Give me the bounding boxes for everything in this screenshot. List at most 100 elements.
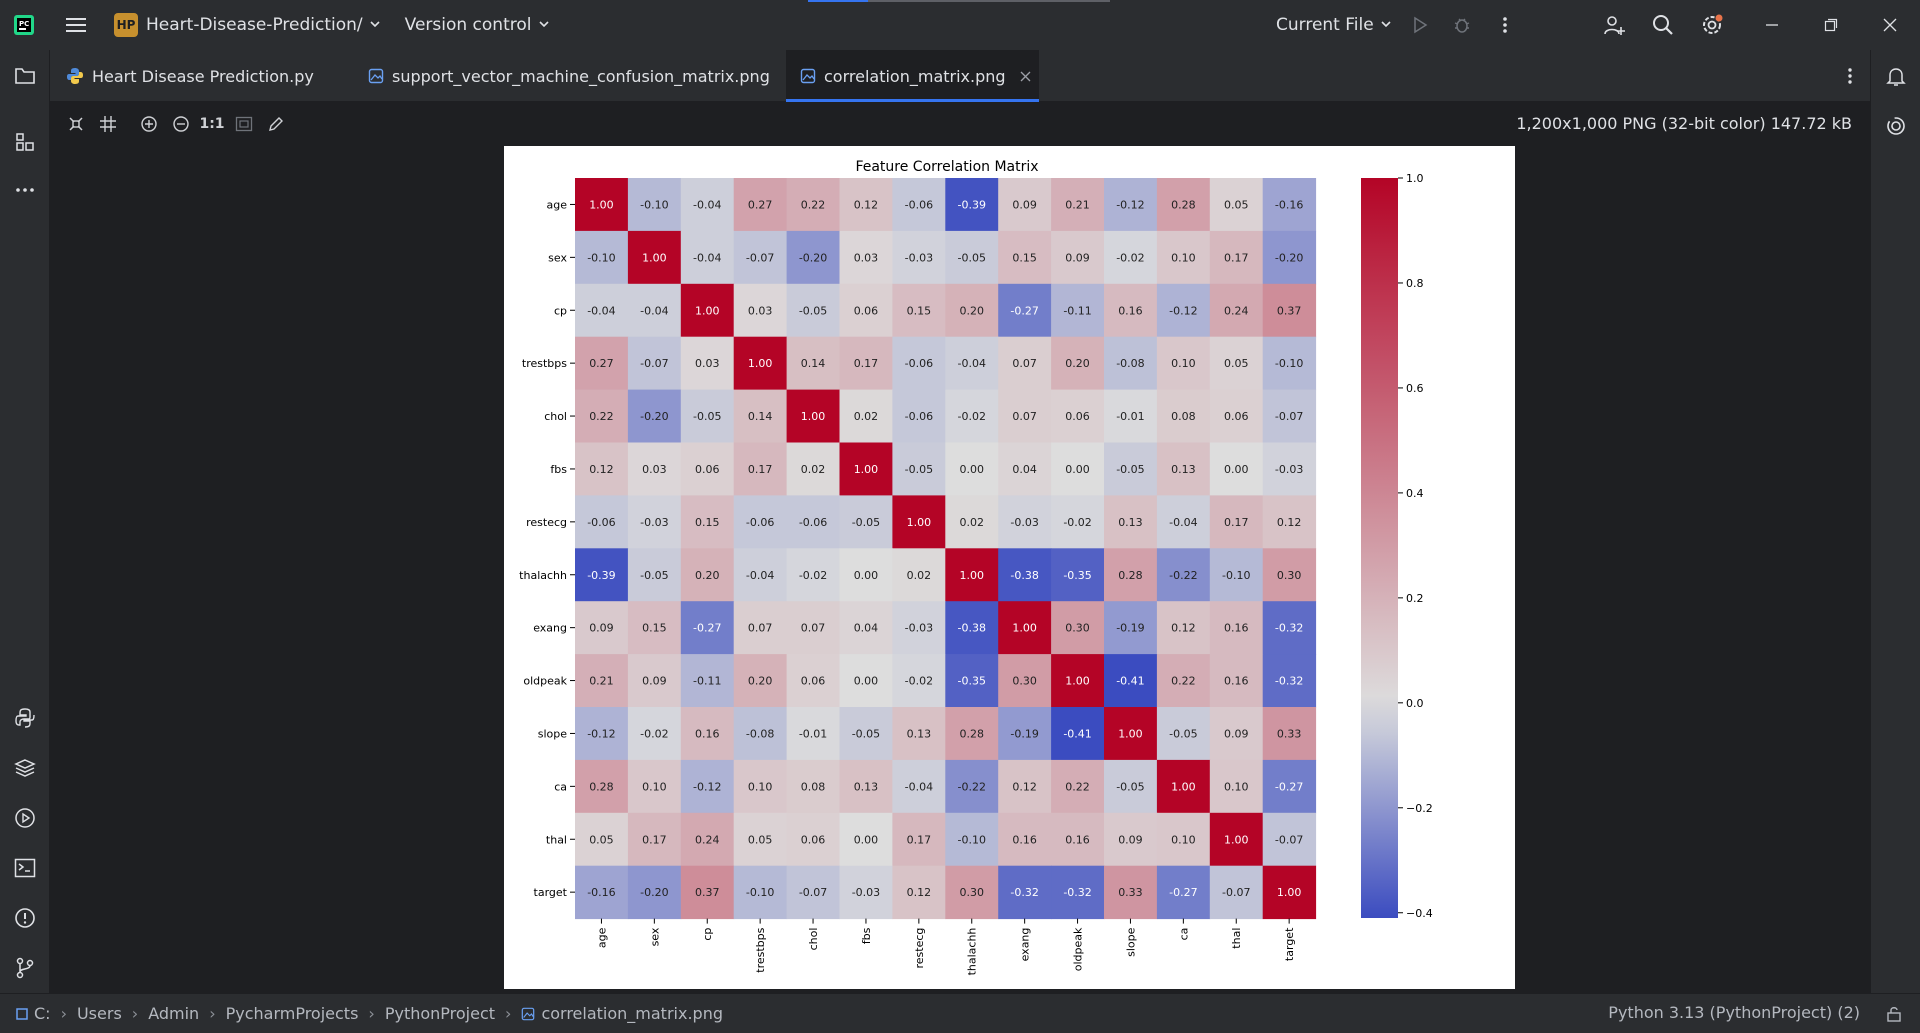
cell-value-label: 0.22: [589, 410, 614, 423]
cell-value-label: -0.02: [799, 569, 827, 582]
grid-icon[interactable]: [94, 110, 122, 138]
left-tool-strip: [0, 50, 50, 993]
heatmap-cell: [892, 442, 946, 496]
cell-value-label: 0.30: [1277, 569, 1302, 582]
cell-value-label: -0.32: [1063, 886, 1091, 899]
run-icon[interactable]: [1400, 5, 1440, 45]
tab-options-icon[interactable]: [1838, 64, 1862, 88]
color-picker-icon[interactable]: [262, 110, 290, 138]
run-config-selector[interactable]: Current File: [1276, 0, 1392, 50]
ai-assistant-icon[interactable]: [1876, 106, 1916, 146]
terminal-icon[interactable]: [5, 848, 45, 888]
heatmap-cell: [1104, 548, 1158, 602]
cell-value-label: 0.20: [960, 304, 985, 317]
cell-value-label: 1.00: [1012, 622, 1037, 635]
heatmap-cell: [945, 654, 999, 708]
cell-value-label: 0.07: [801, 622, 826, 635]
app-logo-icon[interactable]: PC: [4, 5, 44, 45]
heatmap-cell: [627, 707, 682, 761]
heatmap-cell: [786, 230, 840, 285]
heatmap-cell: [627, 283, 682, 338]
cell-value-label: 0.05: [1224, 198, 1249, 211]
cell-value-label: 0.37: [1277, 304, 1302, 317]
heatmap-cell: [627, 812, 682, 867]
python-packages-icon[interactable]: [5, 748, 45, 788]
heatmap-cell: [1104, 283, 1158, 338]
heatmap-cell: [786, 495, 840, 549]
tab-correlation-matrix-png[interactable]: correlation_matrix.png: [786, 50, 1039, 102]
cell-value-label: 0.00: [1065, 463, 1090, 476]
heatmap-cell: [1262, 336, 1317, 391]
breadcrumb-item[interactable]: PythonProject: [384, 1004, 496, 1023]
git-branch-icon[interactable]: [5, 948, 45, 988]
breadcrumb-item[interactable]: Admin: [148, 1004, 200, 1023]
background-chessboard-icon[interactable]: [62, 110, 90, 138]
more-horizontal-icon[interactable]: [5, 170, 45, 210]
cell-value-label: -0.16: [1275, 198, 1303, 211]
breadcrumb-item[interactable]: correlation_matrix.png: [541, 1004, 723, 1023]
tab-heart-disease-prediction-py[interactable]: Heart Disease Prediction.py: [50, 50, 358, 102]
zoom-out-icon[interactable]: [167, 110, 195, 138]
heatmap-cell: [998, 442, 1052, 496]
more-vertical-icon[interactable]: [1485, 5, 1525, 45]
cell-value-label: 0.20: [695, 569, 720, 582]
y-tick-label: ca: [554, 780, 567, 793]
main-menu-icon[interactable]: [56, 5, 96, 45]
heatmap-cell: [627, 336, 682, 391]
lock-icon[interactable]: [1886, 1006, 1902, 1022]
restore-icon[interactable]: [1803, 0, 1859, 50]
breadcrumb-item[interactable]: PycharmProjects: [225, 1004, 359, 1023]
cell-value-label: 0.12: [854, 198, 879, 211]
cell-value-label: 0.33: [1277, 727, 1302, 740]
cell-value-label: -0.05: [1169, 727, 1197, 740]
cell-value-label: -0.03: [852, 886, 880, 899]
zoom-in-icon[interactable]: [135, 110, 163, 138]
heatmap-cell: [998, 548, 1052, 602]
cell-value-label: 1.00: [748, 357, 773, 370]
minimize-icon[interactable]: [1744, 0, 1800, 50]
tab-svm-confusion-matrix-png[interactable]: support_vector_machine_confusion_matrix.…: [358, 50, 778, 102]
code-with-me-icon[interactable]: [1594, 5, 1634, 45]
close-window-icon[interactable]: [1862, 0, 1918, 50]
cell-value-label: -0.20: [640, 886, 668, 899]
heatmap-cell: [575, 759, 629, 814]
colorbar-tick-label: 0.4: [1406, 487, 1424, 500]
cell-value-label: -0.35: [1063, 569, 1091, 582]
debug-icon[interactable]: [1442, 5, 1482, 45]
cell-value-label: 0.12: [907, 886, 932, 899]
services-icon[interactable]: [5, 798, 45, 838]
heatmap-cell: [945, 336, 999, 391]
close-tab-icon[interactable]: [1020, 71, 1031, 82]
heatmap-cell: [945, 283, 999, 338]
settings-gear-icon[interactable]: [1692, 5, 1732, 45]
fit-zoom-icon[interactable]: [230, 110, 258, 138]
python-console-icon[interactable]: [5, 698, 45, 738]
cell-value-label: -0.04: [640, 304, 668, 317]
heatmap-cell: [680, 442, 735, 496]
heatmap-cell: [786, 601, 840, 655]
cell-value-label: 0.16: [1118, 304, 1143, 317]
notifications-bell-icon[interactable]: [1876, 56, 1916, 96]
cell-value-label: -0.27: [1169, 886, 1197, 899]
python-interpreter[interactable]: Python 3.13 (PythonProject) (2): [1608, 1003, 1860, 1022]
heatmap-cell: [786, 389, 840, 443]
structure-icon[interactable]: [5, 122, 45, 162]
search-icon[interactable]: [1643, 5, 1683, 45]
project-folder-icon[interactable]: [5, 56, 45, 96]
cell-value-label: 0.09: [642, 675, 667, 688]
heatmap-cell: [1262, 230, 1317, 285]
breadcrumb-item[interactable]: C:: [34, 1004, 51, 1023]
problems-icon[interactable]: [5, 898, 45, 938]
vcs-selector[interactable]: Version control: [405, 0, 550, 50]
cell-value-label: -0.05: [958, 251, 986, 264]
cell-value-label: 0.04: [854, 622, 879, 635]
actual-size-button[interactable]: 1:1: [199, 116, 225, 132]
heatmap-cell: [892, 865, 946, 920]
heatmap-cell: [575, 230, 629, 285]
cell-value-label: -0.05: [905, 463, 933, 476]
project-selector[interactable]: HP Heart-Disease-Prediction/: [114, 0, 381, 50]
breadcrumb-item[interactable]: Users: [76, 1004, 122, 1023]
heatmap-cell: [998, 759, 1052, 814]
heatmap-cell: [1209, 230, 1264, 285]
heatmap-cell: [1104, 389, 1158, 443]
